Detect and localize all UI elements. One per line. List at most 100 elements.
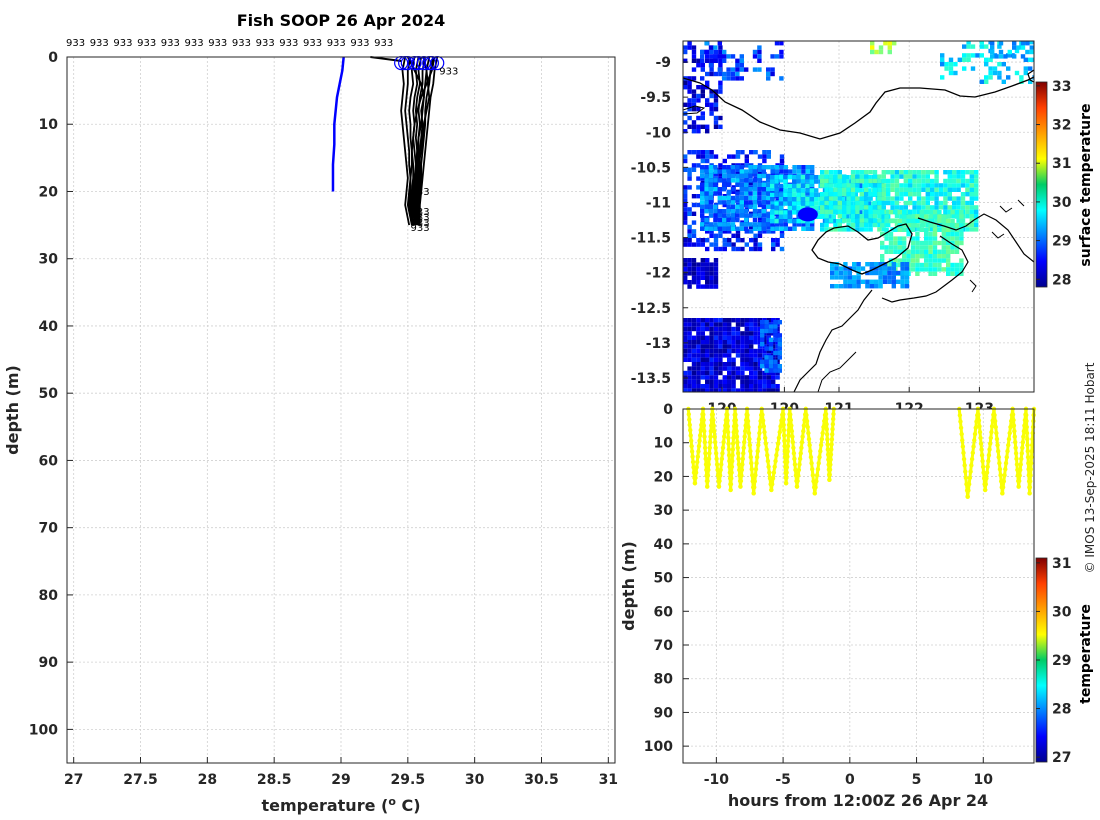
sst-cell xyxy=(874,49,879,55)
sst-cell xyxy=(888,218,894,224)
sst-cell xyxy=(722,322,727,327)
sst-cell xyxy=(924,236,929,241)
sst-cell xyxy=(722,54,727,59)
sst-cell xyxy=(683,198,688,203)
sst-cell xyxy=(705,388,710,392)
cast-point xyxy=(1013,445,1018,450)
timeseries-x-tick-label: 10 xyxy=(974,772,994,788)
sst-cell xyxy=(800,201,806,206)
sst-cell xyxy=(713,370,719,376)
sst-cell xyxy=(952,205,957,210)
sst-cell xyxy=(965,227,970,232)
sst-cell xyxy=(713,331,719,336)
sst-cell xyxy=(687,89,692,94)
sst-cell xyxy=(705,370,710,376)
cast-point xyxy=(1016,484,1021,489)
sst-cell xyxy=(739,76,744,81)
sst-cell xyxy=(810,169,815,174)
sst-cell xyxy=(761,222,766,227)
sst-cell xyxy=(903,187,908,192)
cast-point xyxy=(801,423,807,428)
sst-cell xyxy=(899,214,904,219)
sst-cell xyxy=(727,340,732,345)
sst-cell xyxy=(868,227,873,232)
sst-cell xyxy=(700,331,705,336)
cast-point xyxy=(1012,434,1017,439)
sst-cell xyxy=(900,284,905,289)
sst-cell xyxy=(843,275,848,280)
sst-cell xyxy=(691,379,697,384)
sst-cell xyxy=(1023,66,1028,71)
sst-cell xyxy=(783,169,788,174)
sst-cell xyxy=(739,200,744,205)
sst-cell xyxy=(722,238,727,243)
cast-point xyxy=(725,424,731,429)
cast-point xyxy=(707,445,712,450)
sst-cell xyxy=(1020,45,1026,50)
cast-point xyxy=(992,418,998,424)
sst-cell xyxy=(838,275,844,280)
sst-cell xyxy=(928,271,933,276)
climatology-line xyxy=(331,56,345,192)
sst-cell xyxy=(1012,41,1017,46)
sst-cell xyxy=(886,192,891,197)
cast-point xyxy=(745,418,751,424)
sst-cell xyxy=(779,154,785,159)
sst-cell xyxy=(924,262,929,268)
sst-cell xyxy=(687,375,692,380)
sst-cell xyxy=(915,271,920,276)
sst-cell xyxy=(709,242,714,247)
sst-cell xyxy=(778,192,784,197)
map-lat-tick-label: -13 xyxy=(646,336,671,352)
sst-cell xyxy=(709,67,714,72)
sst-cell xyxy=(764,355,769,360)
sst-cell xyxy=(910,227,916,232)
sst-cell xyxy=(761,209,766,214)
sst-cell xyxy=(691,49,697,55)
cast-point xyxy=(713,451,719,456)
sst-cell xyxy=(700,335,705,340)
sst-cell xyxy=(960,205,966,210)
sst-cell xyxy=(908,187,913,192)
sst-cell xyxy=(708,169,714,174)
sst-cell xyxy=(924,227,929,232)
sst-cell xyxy=(959,258,964,263)
sst-cell xyxy=(764,364,769,369)
sst-cell xyxy=(975,53,980,58)
cast-point xyxy=(829,442,834,447)
profile-top-label: 933 xyxy=(185,38,204,49)
sst-cell xyxy=(908,174,913,179)
sst-cell xyxy=(814,188,819,193)
cast-point xyxy=(985,464,990,469)
cast-point xyxy=(762,429,767,435)
sst-cell xyxy=(687,176,692,181)
sst-cell xyxy=(744,191,749,196)
sst-cell xyxy=(837,170,842,175)
sst-cell xyxy=(946,245,951,250)
sst-cell xyxy=(970,44,976,49)
cast-point xyxy=(794,484,800,489)
sst-cell xyxy=(687,384,692,389)
sst-cell xyxy=(842,187,847,192)
sst-cell xyxy=(687,41,692,46)
cast-point xyxy=(1018,462,1023,467)
cast-point xyxy=(804,418,810,424)
sst-cell xyxy=(766,224,771,230)
sst-cell xyxy=(722,229,727,234)
cast-point xyxy=(795,478,800,484)
sst-cell xyxy=(713,172,719,177)
sst-cell xyxy=(954,267,960,272)
sst-cell xyxy=(775,242,780,247)
sst-cell xyxy=(779,165,784,170)
sst-cell xyxy=(705,275,710,280)
sst-cell xyxy=(727,370,732,376)
cast-point xyxy=(703,451,708,456)
map-lat-tick-label: -10.5 xyxy=(631,160,671,176)
sst-cell xyxy=(792,175,797,180)
sst-cell xyxy=(988,70,993,76)
sst-cell xyxy=(847,279,852,284)
sst-cell xyxy=(709,331,714,336)
sst-cell xyxy=(696,262,701,267)
cast-point xyxy=(1018,467,1023,473)
sst-cell xyxy=(783,226,788,231)
